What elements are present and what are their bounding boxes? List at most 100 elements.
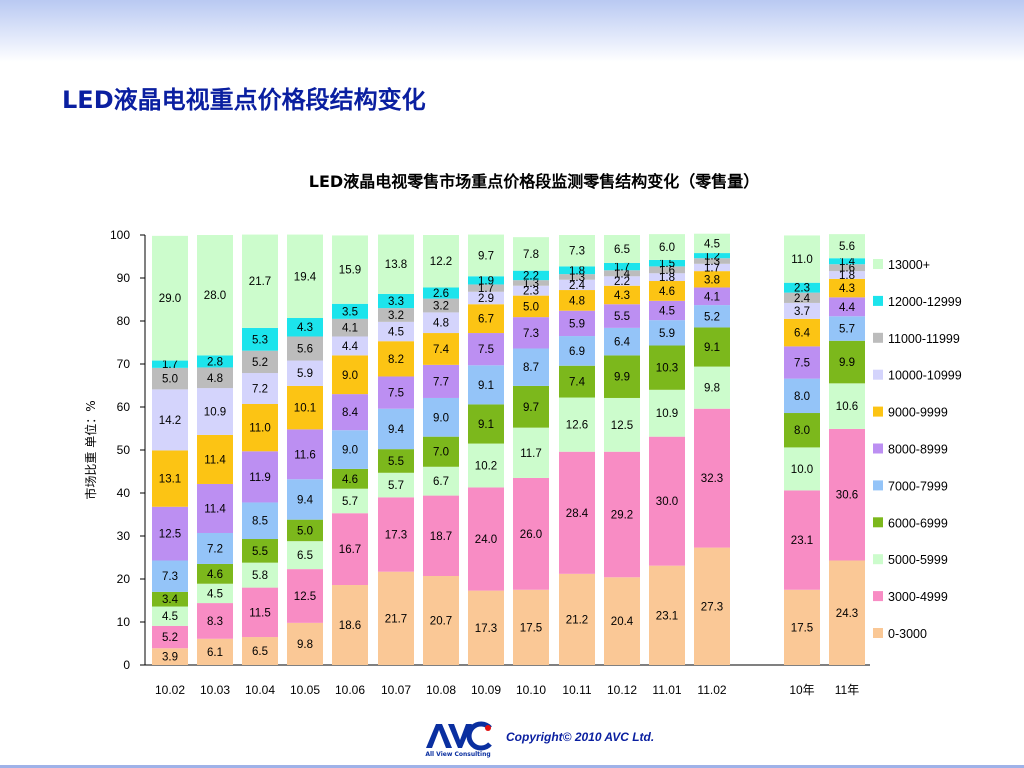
y-tick-label: 0	[123, 658, 130, 672]
x-tick-label: 10.12	[607, 683, 637, 697]
data-label: 21.2	[566, 614, 588, 626]
data-label: 5.9	[297, 368, 313, 380]
data-label: 1.4	[839, 256, 856, 268]
data-label: 6.5	[252, 646, 268, 658]
bar-segment	[152, 648, 188, 665]
bar-segment	[784, 413, 820, 448]
bar-segment	[604, 451, 640, 578]
bar-segment	[784, 318, 820, 347]
legend-label: 11000-11999	[888, 332, 960, 346]
bar-segment	[513, 385, 549, 428]
data-label: 7.4	[569, 377, 586, 389]
data-label: 6.7	[433, 476, 449, 488]
data-label: 4.5	[704, 238, 720, 250]
bar-segment	[242, 562, 278, 588]
bar-segment	[649, 259, 685, 267]
bar-segment	[784, 282, 820, 293]
bar-segment	[332, 430, 368, 469]
legend-label: 0-3000	[888, 627, 927, 641]
data-label: 5.0	[297, 525, 313, 537]
legend-label: 9000-9999	[888, 406, 948, 420]
bar-segment	[784, 378, 820, 414]
data-label: 1.7	[162, 359, 178, 371]
data-label: 8.3	[207, 616, 223, 628]
bar-segment	[152, 506, 188, 561]
data-label: 9.1	[704, 342, 720, 354]
bar-segment	[242, 234, 278, 328]
bar-segment	[829, 428, 865, 561]
data-label: 1.8	[839, 270, 855, 282]
data-label: 9.8	[704, 383, 720, 395]
data-label: 16.7	[339, 544, 361, 556]
bar-segment	[287, 385, 323, 430]
data-label: 17.5	[791, 622, 813, 634]
data-label: 9.9	[614, 372, 630, 384]
legend-swatch	[873, 591, 883, 602]
bar-segment	[287, 541, 323, 570]
data-label: 9.8	[297, 639, 313, 651]
data-label: 1.6	[839, 263, 855, 275]
bar-segment	[559, 336, 595, 366]
bar-segment	[197, 434, 233, 484]
data-label: 8.5	[252, 516, 268, 528]
data-label: 10.2	[475, 460, 497, 472]
data-label: 11.9	[249, 472, 271, 484]
bar-segment	[513, 427, 549, 478]
bar-segment	[242, 587, 278, 638]
chart-title: LED液晶电视零售市场重点价格段监测零售结构变化（零售量）	[309, 172, 759, 191]
bar-segment	[287, 479, 323, 520]
data-label: 2.3	[523, 286, 539, 298]
data-label: 7.0	[433, 447, 449, 459]
x-tick-label: 10.06	[335, 683, 365, 697]
data-label: 4.3	[297, 322, 313, 334]
data-label: 32.3	[701, 473, 723, 485]
data-label: 9.0	[342, 445, 358, 457]
bar-segment	[468, 590, 504, 665]
bar-segment	[152, 625, 188, 649]
bar-segment	[829, 234, 865, 259]
bar-segment	[694, 547, 730, 665]
bar-segment	[694, 408, 730, 548]
bar-segment	[468, 443, 504, 488]
bar-segment	[604, 285, 640, 305]
legend-label: 6000-6999	[888, 516, 948, 530]
data-label: 23.1	[656, 610, 678, 622]
bar-segment	[197, 388, 233, 435]
bar-segment	[152, 450, 188, 507]
data-label: 2.2	[523, 270, 539, 282]
bar-segment	[829, 316, 865, 341]
legend-swatch	[873, 259, 883, 269]
bar-segment	[378, 308, 414, 322]
bar-segment	[604, 355, 640, 398]
legend-swatch	[873, 554, 883, 565]
bar-segment	[829, 383, 865, 429]
data-label: 4.5	[207, 588, 223, 600]
bar-segment	[559, 266, 595, 275]
data-label: 7.5	[388, 388, 404, 400]
data-label: 8.7	[523, 362, 539, 374]
data-label: 5.2	[162, 632, 178, 644]
data-label: 11.4	[204, 454, 226, 466]
data-label: 1.7	[614, 262, 630, 274]
data-label: 6.5	[614, 244, 630, 256]
data-label: 6.1	[207, 647, 223, 659]
x-tick-label: 11.01	[652, 683, 681, 697]
x-tick-label: 11.02	[697, 683, 726, 697]
x-tick-label: 10.11	[562, 683, 591, 697]
data-label: 6.4	[794, 328, 811, 340]
data-label: 11.7	[520, 448, 542, 460]
data-label: 2.8	[207, 356, 223, 368]
data-label: 5.9	[659, 328, 675, 340]
bar-segment	[513, 317, 549, 349]
bar-segment	[694, 253, 730, 259]
legend-swatch	[873, 406, 883, 417]
data-label: 5.2	[704, 311, 720, 323]
data-label: 7.5	[478, 344, 494, 356]
legend: 13000+ 12000-12999 11000-11999 10000-10999 9…	[873, 258, 962, 641]
bar-segment	[423, 298, 459, 313]
data-label: 24.0	[475, 534, 497, 546]
data-label: 3.4	[162, 594, 179, 606]
data-label: 7.4	[433, 344, 450, 356]
bar-segment	[559, 290, 595, 311]
data-label: 6.7	[478, 314, 494, 326]
